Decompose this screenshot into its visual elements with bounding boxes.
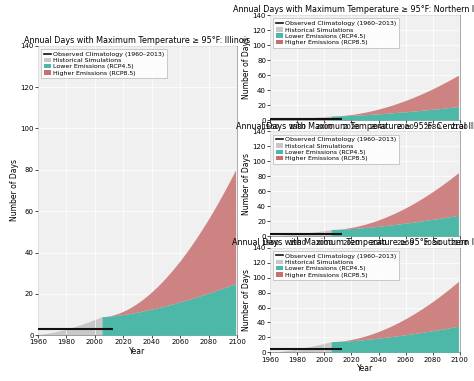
Y-axis label: Number of Days: Number of Days: [242, 269, 251, 331]
Title: Annual Days with Maximum Temperature ≥ 95°F: Central Illinois: Annual Days with Maximum Temperature ≥ 9…: [236, 122, 474, 131]
Legend: Observed Climatology (1960–2013), Historical Simulations, Lower Emissions (RCP4.: Observed Climatology (1960–2013), Histor…: [273, 18, 399, 48]
Title: Annual Days with Maximum Temperature ≥ 95°F: Illinois: Annual Days with Maximum Temperature ≥ 9…: [24, 36, 251, 45]
Legend: Observed Climatology (1960–2013), Historical Simulations, Lower Emissions (RCP4.: Observed Climatology (1960–2013), Histor…: [41, 49, 167, 78]
Legend: Observed Climatology (1960–2013), Historical Simulations, Lower Emissions (RCP4.: Observed Climatology (1960–2013), Histor…: [273, 134, 399, 164]
Title: Annual Days with Maximum Temperature ≥ 95°F: Northern Illinois: Annual Days with Maximum Temperature ≥ 9…: [233, 5, 474, 14]
Title: Annual Days with Maximum Temperature ≥ 95°F: Southern Illinois: Annual Days with Maximum Temperature ≥ 9…: [232, 238, 474, 247]
Y-axis label: Number of Days: Number of Days: [242, 153, 251, 215]
Y-axis label: Number of Days: Number of Days: [10, 160, 19, 221]
X-axis label: Year: Year: [129, 347, 146, 356]
Y-axis label: Number of Days: Number of Days: [242, 37, 251, 99]
X-axis label: Year: Year: [357, 364, 373, 373]
Legend: Observed Climatology (1960–2013), Historical Simulations, Lower Emissions (RCP4.: Observed Climatology (1960–2013), Histor…: [273, 251, 399, 280]
